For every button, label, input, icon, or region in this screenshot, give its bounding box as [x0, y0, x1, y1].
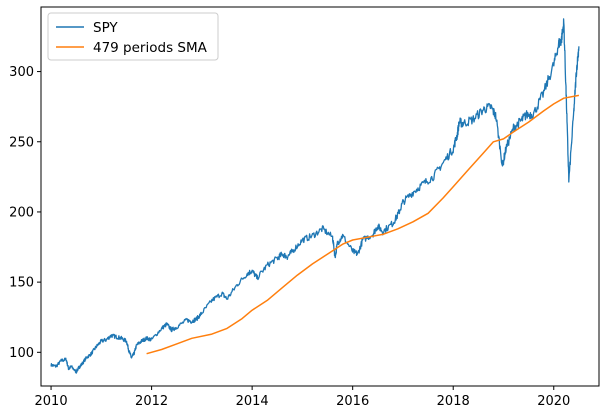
y-tick-label: 250 [9, 135, 34, 150]
x-tick-label: 2010 [35, 394, 68, 409]
series-line-sma [146, 94, 580, 355]
y-tick-label: 300 [9, 65, 34, 80]
y-tick-label: 150 [9, 276, 34, 291]
plot-frame [40, 6, 600, 387]
x-tick-label: 2014 [236, 394, 269, 409]
y-tick-label: 200 [9, 205, 34, 220]
x-tick-label: 2016 [336, 394, 369, 409]
legend-box [47, 12, 219, 61]
series-line-spy [50, 18, 580, 374]
x-tick-label: 2012 [135, 394, 168, 409]
legend-label-sma: 479 periods SMA [93, 40, 208, 56]
legend: SPY 479 periods SMA [47, 12, 219, 61]
x-tick-label: 2020 [537, 394, 570, 409]
x-tick-label: 2018 [437, 394, 470, 409]
y-tick-label: 100 [9, 346, 34, 361]
legend-label-spy: SPY [93, 20, 118, 36]
